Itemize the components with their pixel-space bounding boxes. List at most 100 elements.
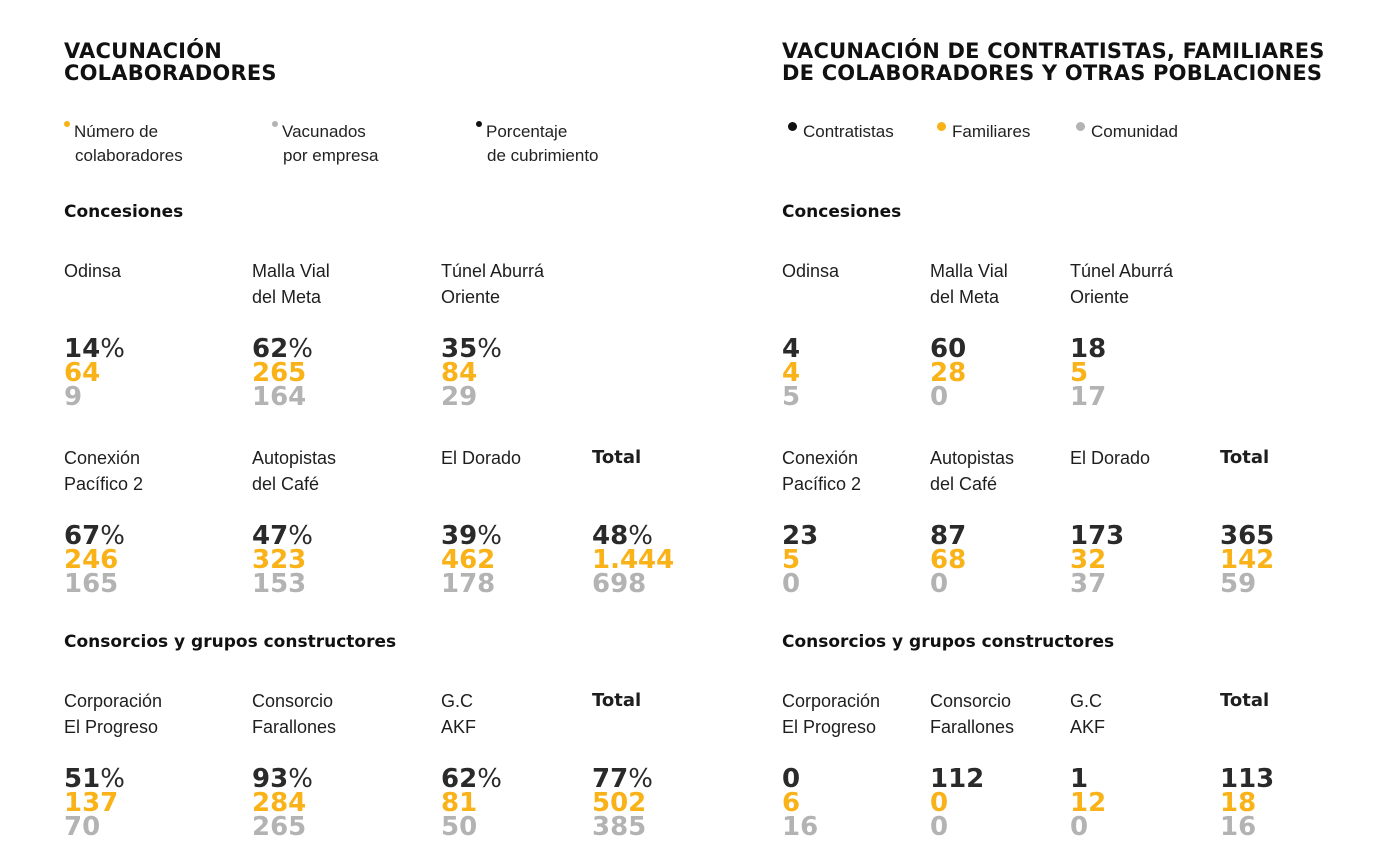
company-cell: Túnel Aburrá Oriente 18 5 17: [1070, 258, 1230, 412]
company-name: Consorcio Farallones: [930, 688, 1090, 744]
value-number: 18: [1070, 334, 1107, 364]
coverage-percent: 48%: [592, 523, 752, 549]
community-value: 17: [1070, 382, 1107, 412]
company-cell: Autopistas del Café 87 68 0: [930, 445, 1090, 599]
total-cell: Total 365 142 59: [1220, 445, 1377, 599]
coverage-percent: 14%: [64, 336, 224, 362]
value-number: 67: [64, 521, 101, 551]
collaborators-count: 502: [592, 788, 647, 818]
values: 62% 265 164: [252, 334, 412, 410]
percent-sign: %: [288, 764, 313, 794]
vaccinated-count: 698: [592, 569, 647, 599]
value-number: 48: [592, 521, 629, 551]
family-value: 18: [1220, 788, 1257, 818]
company-name: Corporación El Progreso: [782, 688, 942, 744]
name-line: Total: [592, 447, 642, 468]
community-value: 59: [1220, 569, 1257, 599]
family-value: 5: [782, 545, 801, 575]
section-title: Concesiones: [782, 202, 902, 222]
values: 51% 137 70: [64, 766, 224, 840]
collaborators-count: 323: [252, 545, 307, 575]
contractors-value: 1: [1070, 766, 1230, 792]
vaccinated-count: 385: [592, 812, 647, 842]
family-value: 68: [930, 545, 967, 575]
company-name: Corporación El Progreso: [64, 688, 224, 744]
name-line: Total: [1220, 447, 1270, 468]
value-number: 47: [252, 521, 289, 551]
company-cell: G.C AKF 1 12 0: [1070, 688, 1230, 840]
family-value: 6: [782, 788, 801, 818]
family-value: 0: [930, 788, 949, 818]
name-line: Corporación: [64, 691, 163, 711]
vaccinated-count: 265: [252, 812, 307, 842]
value-number: 14: [64, 334, 101, 364]
percent-sign: %: [477, 334, 502, 364]
name-line: Conexión: [64, 448, 141, 468]
value-number: 113: [1220, 764, 1275, 794]
collaborators-count: 246: [64, 545, 119, 575]
value-number: 77: [592, 764, 629, 794]
family-value: 5: [1070, 358, 1089, 388]
name-line: Total: [592, 690, 642, 711]
community-value: 16: [782, 812, 819, 842]
coverage-percent: 77%: [592, 766, 752, 792]
name-line: Malla Vial: [252, 261, 330, 281]
company-cell: Odinsa 4 4 5: [782, 258, 942, 410]
company-name: Conexión Pacífico 2: [782, 445, 942, 501]
company-cell: Corporación El Progreso 51% 137 70: [64, 688, 224, 840]
panel-title: VACUNACIÓN COLABORADORES: [64, 39, 277, 85]
total-cell: Total 113 18 16: [1220, 688, 1377, 842]
family-value: 4: [782, 358, 801, 388]
community-value: 16: [1220, 812, 1257, 842]
vaccinated-count: 153: [252, 569, 307, 599]
gray-dot-icon: [272, 121, 278, 127]
community-value: 0: [930, 382, 949, 412]
collaborators-count: 81: [441, 788, 478, 818]
coverage-percent: 35%: [441, 336, 601, 362]
name-line: Farallones: [252, 717, 337, 737]
community-value: 0: [930, 569, 949, 599]
value-number: 365: [1220, 521, 1275, 551]
family-value: 32: [1070, 545, 1107, 575]
legend-item-gray: Vacunados por empresa: [272, 120, 378, 168]
values: 23 5 0: [782, 523, 942, 599]
coverage-percent: 47%: [252, 523, 412, 549]
company-name: Conexión Pacífico 2: [64, 445, 224, 501]
name-line: Farallones: [930, 717, 1015, 737]
values: 35% 84 29: [441, 336, 601, 412]
name-line: Pacífico 2: [782, 474, 862, 494]
contractors-value: 365: [1220, 523, 1377, 549]
contractors-value: 87: [930, 523, 1090, 549]
vaccinated-count: 165: [64, 569, 119, 599]
values: 39% 462 178: [441, 523, 601, 599]
company-name: Total: [1220, 445, 1377, 501]
company-name: Túnel Aburrá Oriente: [441, 258, 601, 314]
value-number: 62: [441, 764, 478, 794]
values: 87 68 0: [930, 523, 1090, 599]
coverage-percent: 62%: [441, 766, 601, 792]
orange-dot-icon: [64, 121, 70, 127]
values: 67% 246 165: [64, 521, 224, 599]
community-value: 0: [782, 569, 801, 599]
orange-dot-icon: [937, 122, 946, 131]
name-line: Oriente: [441, 287, 501, 307]
value-number: 93: [252, 764, 289, 794]
value-number: 39: [441, 521, 478, 551]
name-line: del Café: [252, 474, 320, 494]
section-title: Consorcios y grupos constructores: [64, 632, 397, 652]
value-number: 1: [1070, 764, 1089, 794]
name-line: Corporación: [782, 691, 881, 711]
values: 1 12 0: [1070, 766, 1230, 840]
total-cell: Total 77% 502 385: [592, 688, 752, 842]
coverage-percent: 39%: [441, 523, 601, 549]
company-name: Malla Vial del Meta: [252, 258, 412, 314]
panel-title: VACUNACIÓN DE CONTRATISTAS, FAMILIARES D…: [782, 39, 1325, 85]
contractors-value: 23: [782, 523, 942, 549]
vaccinated-count: 29: [441, 382, 478, 412]
value-number: 60: [930, 334, 967, 364]
percent-sign: %: [288, 334, 313, 364]
vaccinated-count: 178: [441, 569, 496, 599]
percent-sign: %: [288, 521, 313, 551]
company-cell: Túnel Aburrá Oriente 35% 84 29: [441, 258, 601, 412]
